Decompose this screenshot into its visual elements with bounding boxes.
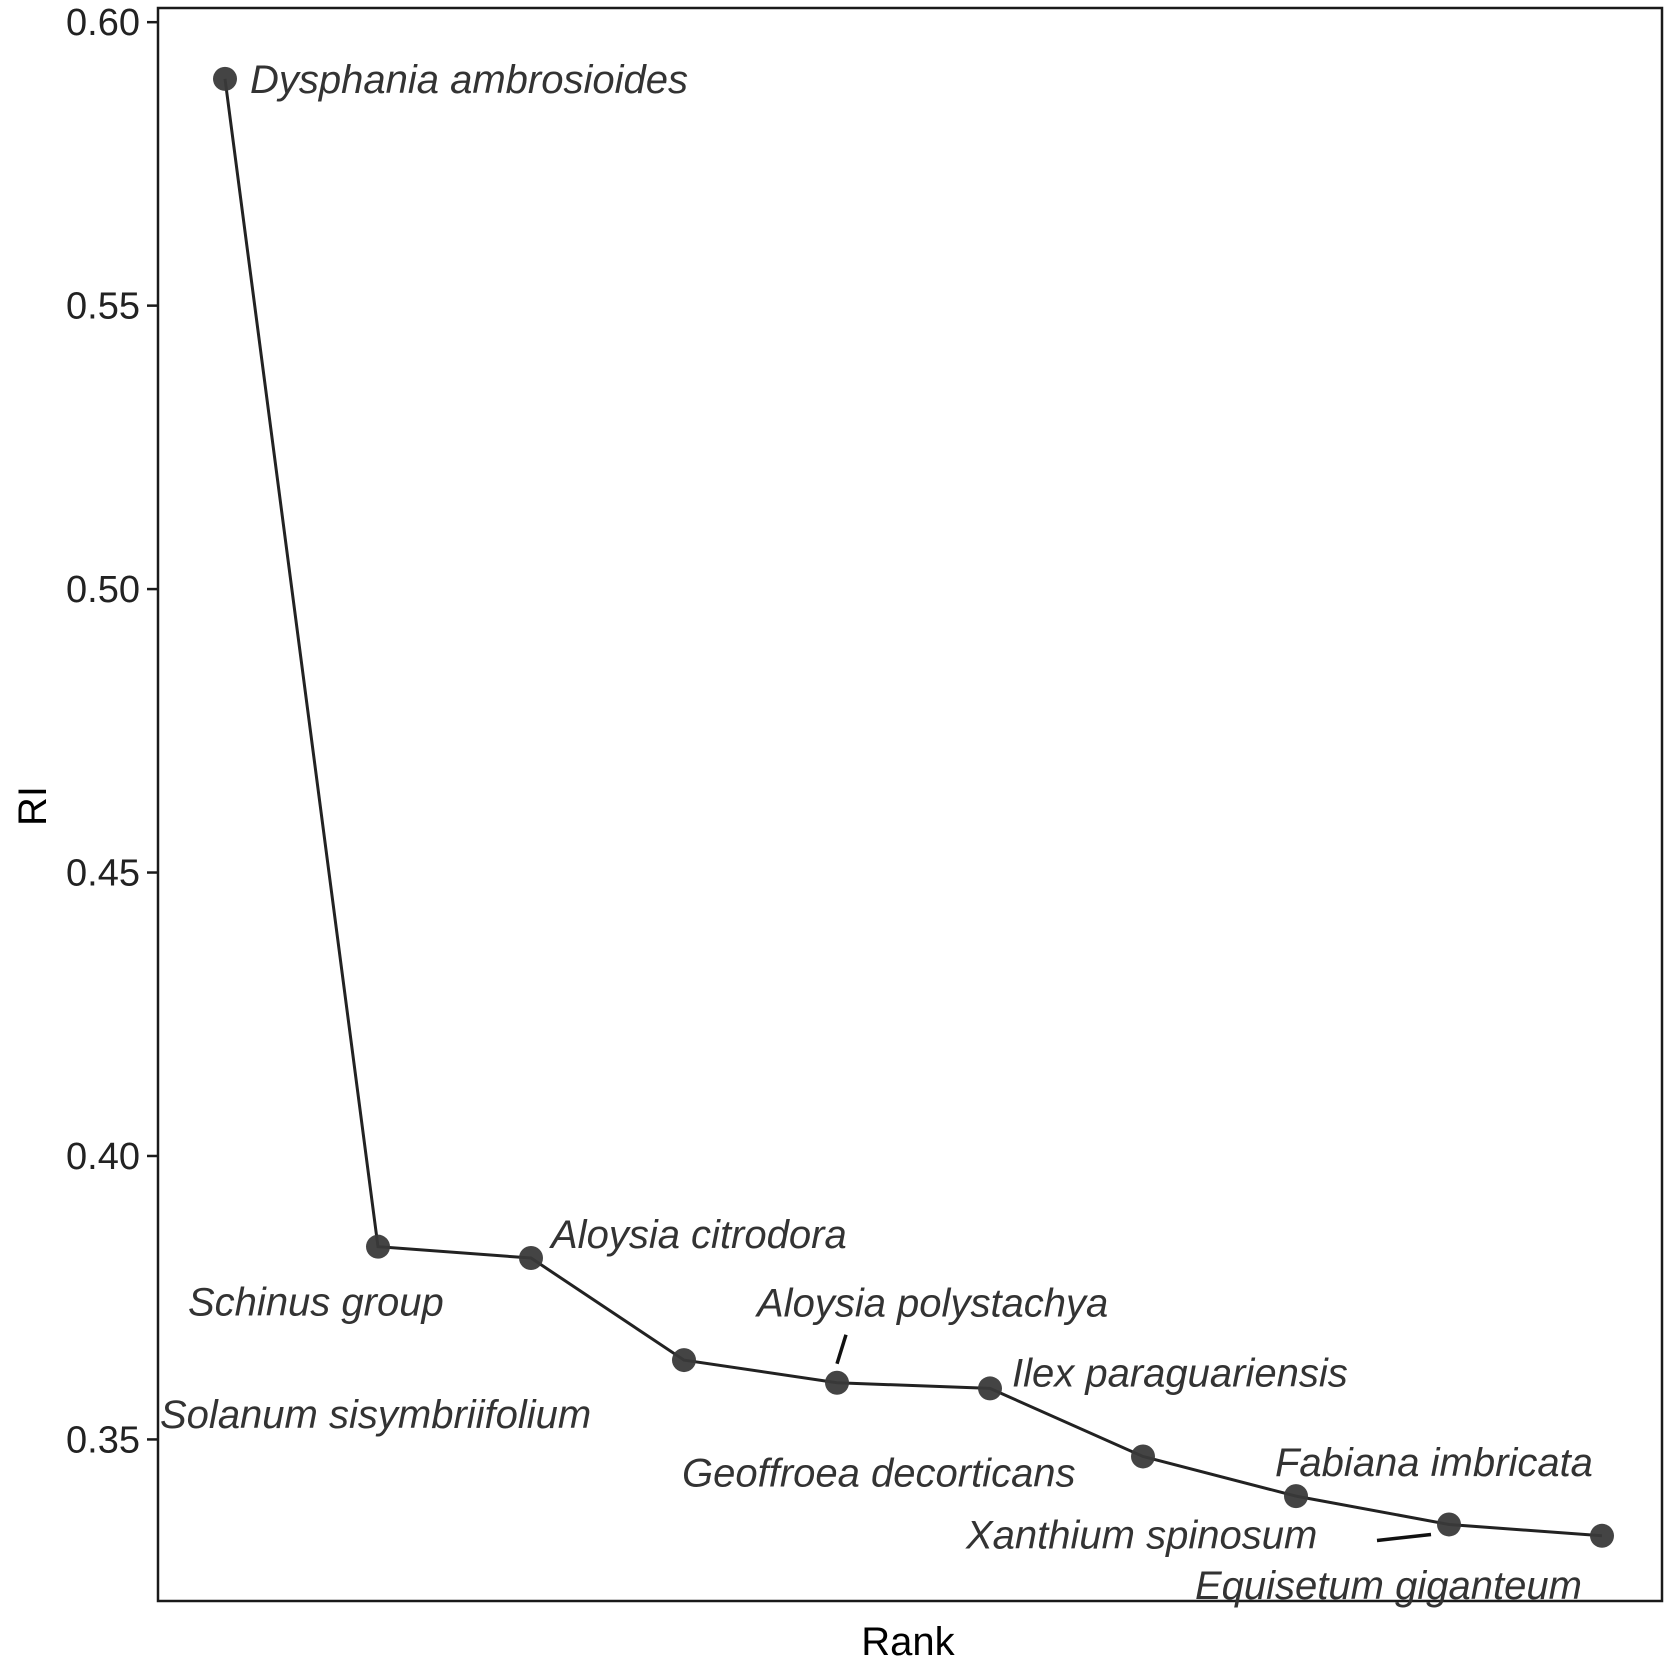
point-label: Equisetum giganteum: [1195, 1564, 1582, 1608]
y-tick-label: 0.60: [66, 2, 140, 44]
y-tick-label: 0.55: [66, 286, 140, 328]
y-tick-label: 0.40: [66, 1136, 140, 1178]
point-label: Dysphania ambrosioides: [250, 58, 688, 102]
y-axis-title: RI: [11, 786, 55, 826]
data-point: [519, 1246, 543, 1271]
point-labels: Dysphania ambrosioides Schinus group Aloys…: [160, 58, 1593, 1608]
y-axis: 0.35 0.40 0.45 0.50 0.55 0.60: [66, 2, 158, 1461]
point-label: Xanthium spinosum: [965, 1513, 1317, 1557]
data-point: [213, 66, 237, 91]
data-point: [825, 1370, 849, 1395]
x-axis-title: Rank: [861, 1620, 955, 1664]
data-point: [1284, 1484, 1308, 1509]
data-point: [1590, 1523, 1614, 1548]
series-line: [223, 78, 1603, 1538]
ri-line: [223, 78, 1603, 1538]
point-label: Geoffroea decorticans: [682, 1451, 1076, 1495]
label-leader-line: [1376, 1532, 1432, 1543]
point-label: Ilex paraguariensis: [1012, 1351, 1348, 1395]
point-label: Fabiana imbricata: [1275, 1441, 1593, 1485]
label-leader-line: [835, 1334, 848, 1365]
data-points: [213, 66, 1614, 1548]
data-point: [366, 1234, 390, 1259]
point-label: Aloysia polystachya: [755, 1282, 1108, 1326]
y-tick-label: 0.35: [66, 1419, 140, 1461]
label-leaders: [835, 1334, 1432, 1543]
point-label: Aloysia citrodora: [549, 1213, 847, 1257]
y-tick-label: 0.45: [66, 853, 140, 895]
point-label: Solanum sisymbriifolium: [160, 1393, 591, 1437]
plot-panel: [156, 6, 1664, 1603]
point-label: Schinus group: [188, 1281, 444, 1325]
data-point: [672, 1348, 696, 1373]
data-point: [978, 1376, 1002, 1401]
data-point: [1131, 1444, 1155, 1469]
y-tick-label: 0.50: [66, 569, 140, 611]
data-point: [1437, 1512, 1461, 1537]
